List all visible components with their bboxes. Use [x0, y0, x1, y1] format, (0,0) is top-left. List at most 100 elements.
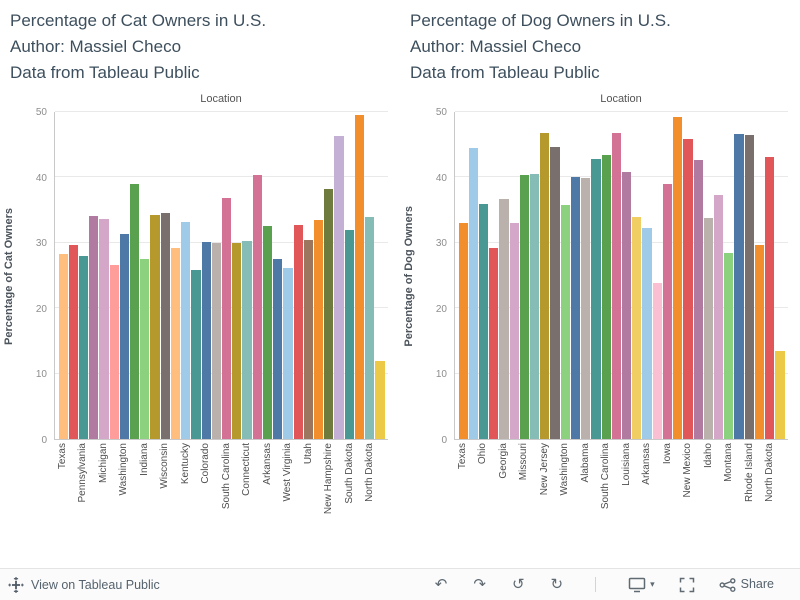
fullscreen-button[interactable]: [679, 577, 695, 593]
bar[interactable]: [611, 132, 621, 439]
bar[interactable]: [683, 138, 693, 439]
bar[interactable]: [354, 115, 365, 439]
bar[interactable]: [519, 175, 530, 439]
bar[interactable]: [775, 351, 785, 439]
bar[interactable]: [734, 133, 744, 439]
y-tick-label: 0: [441, 435, 447, 446]
bar[interactable]: [252, 175, 262, 439]
bar[interactable]: [642, 228, 652, 439]
bar[interactable]: [693, 160, 703, 439]
chart-author-line: Author: Massiel Checo: [10, 37, 182, 56]
bar[interactable]: [58, 253, 68, 439]
bar[interactable]: [662, 183, 673, 439]
view-on-tableau-link[interactable]: View on Tableau Public: [8, 576, 160, 593]
bar[interactable]: [222, 198, 232, 439]
bar[interactable]: [754, 245, 765, 439]
x-axis-label-slot: [149, 440, 159, 568]
bar[interactable]: [211, 242, 221, 439]
bar[interactable]: [652, 283, 662, 439]
bar[interactable]: [540, 132, 550, 439]
undo-button[interactable]: ↶: [435, 577, 448, 592]
bar[interactable]: [109, 265, 119, 439]
bar[interactable]: [170, 248, 181, 439]
x-axis-label: Michigan: [97, 443, 109, 484]
x-axis-label-slot: [231, 440, 241, 568]
bar[interactable]: [591, 159, 601, 439]
bar[interactable]: [283, 267, 293, 439]
bar[interactable]: [313, 219, 324, 439]
gridline: [55, 111, 388, 112]
x-axis-label-slot: Texas: [457, 440, 468, 568]
bar[interactable]: [201, 242, 211, 439]
bar[interactable]: [334, 135, 344, 439]
bar[interactable]: [673, 117, 683, 439]
x-axis-label-slot: West Virginia: [282, 440, 293, 568]
x-axis-label: Kentucky: [179, 443, 191, 485]
bar[interactable]: [181, 221, 191, 439]
bar[interactable]: [232, 243, 242, 439]
bar[interactable]: [530, 174, 540, 439]
x-axis-label: New Hampshire: [323, 443, 335, 515]
x-axis-label-slot: Texas: [57, 440, 68, 568]
bar[interactable]: [509, 223, 519, 439]
bar[interactable]: [191, 270, 201, 439]
bar[interactable]: [744, 134, 754, 439]
bar[interactable]: [344, 229, 354, 439]
x-axis-label: Georgia: [497, 443, 509, 479]
bar[interactable]: [713, 195, 724, 439]
bar[interactable]: [468, 147, 478, 439]
x-axis-label: Arkansas: [641, 443, 653, 485]
bar[interactable]: [622, 172, 632, 439]
bar[interactable]: [765, 157, 775, 439]
bar[interactable]: [570, 177, 581, 439]
bar[interactable]: [293, 225, 303, 439]
bar[interactable]: [119, 233, 130, 439]
bar[interactable]: [458, 223, 468, 439]
bar[interactable]: [150, 214, 160, 439]
download-button[interactable]: ▾: [628, 577, 655, 593]
bar[interactable]: [632, 216, 642, 439]
bar[interactable]: [375, 360, 385, 439]
x-axis-label-slot: [334, 440, 344, 568]
y-axis-ticks: 0 10 20 30 40 50: [418, 107, 454, 446]
x-axis-label-slot: [713, 440, 723, 568]
x-axis-label-slot: [734, 440, 744, 568]
bar[interactable]: [273, 258, 283, 439]
redo-icon: ↷: [473, 576, 486, 593]
bar[interactable]: [703, 217, 713, 439]
gridline: [455, 372, 788, 374]
bar[interactable]: [550, 147, 560, 439]
tableau-logo-icon: [8, 576, 24, 593]
x-axis-label-slot: Colorado: [200, 440, 211, 568]
bar[interactable]: [130, 183, 140, 439]
x-axis-label-slot: [88, 440, 98, 568]
bar[interactable]: [89, 216, 99, 439]
bar[interactable]: [581, 178, 591, 439]
x-axis-label-slot: [170, 440, 180, 568]
refresh-button[interactable]: ↻: [551, 577, 564, 592]
bar[interactable]: [365, 216, 375, 439]
bar[interactable]: [242, 240, 252, 439]
bar[interactable]: [324, 189, 334, 439]
bar[interactable]: [478, 203, 489, 439]
chart-area: Location Percentage of Dog Owners 0 10 20 3…: [400, 90, 800, 568]
charts-row: Percentage of Cat Owners in U.S. Author:…: [3, 11, 800, 568]
x-axis-label-slot: [375, 440, 385, 568]
bar[interactable]: [140, 259, 150, 439]
bar[interactable]: [68, 245, 78, 439]
bar[interactable]: [160, 212, 170, 439]
share-button[interactable]: Share: [719, 577, 774, 592]
x-axis-label: Rhode Island: [743, 443, 755, 502]
bar[interactable]: [560, 204, 570, 439]
bar[interactable]: [303, 240, 313, 439]
bar[interactable]: [78, 255, 89, 439]
bar[interactable]: [99, 219, 109, 439]
revert-button[interactable]: ↺: [512, 577, 525, 592]
bar[interactable]: [724, 253, 734, 439]
bar[interactable]: [489, 248, 499, 439]
bar[interactable]: [601, 154, 611, 439]
bar[interactable]: [262, 226, 273, 439]
plot-area: [54, 111, 388, 440]
redo-button[interactable]: ↷: [473, 577, 486, 592]
bar[interactable]: [499, 198, 509, 439]
